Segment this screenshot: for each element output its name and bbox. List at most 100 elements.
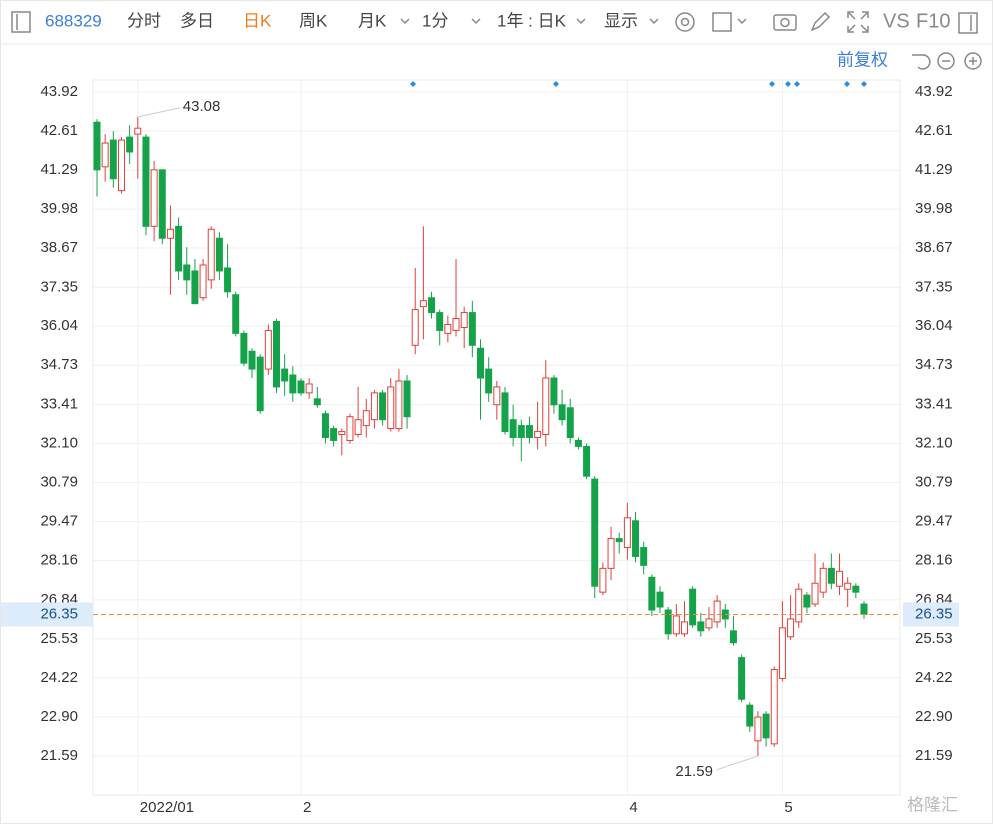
adjust-select[interactable]: 前复权 [837,50,888,69]
last-price-label-right: 26.35 [915,605,953,622]
candle-body [697,621,705,632]
y-tick-label-right: 21.59 [915,747,953,764]
chevron [576,18,586,25]
candle-body [191,270,199,305]
tab[interactable]: 多日 [180,11,214,30]
x-tick-label: 2022/01 [140,799,194,816]
candle-body [256,356,264,412]
candle-body [795,588,803,623]
zoom-in[interactable] [964,52,982,70]
candle-body [860,603,868,615]
candle-body [566,407,574,438]
candle-body [305,383,313,394]
chevron [737,18,747,25]
event-marker[interactable] [785,81,791,87]
candle-body [615,538,623,543]
zoom-in-sign [969,57,977,65]
candle-body [680,621,688,635]
candle-body [811,582,819,605]
candle-body [607,538,615,569]
event-marker[interactable] [410,81,416,87]
y-tick-label: 32.10 [40,434,78,451]
y-tick-label: 39.98 [40,200,78,217]
candle-body [395,380,403,430]
candle-body [117,139,125,192]
candle-body [754,716,762,742]
candle-body [599,567,607,593]
candle-body [656,591,664,608]
tab-active[interactable]: 日K [243,11,272,30]
event-marker[interactable] [844,81,850,87]
candle-body [770,668,778,745]
candle-body [803,594,811,608]
event-marker[interactable] [769,81,775,87]
settings-icon-core [680,17,690,27]
candle-body [362,410,370,427]
y-tick-label-right: 30.79 [915,473,953,490]
event-marker[interactable] [794,81,800,87]
candle-body [273,321,281,388]
candle-body [501,392,509,433]
candle-body [379,392,387,421]
candle-body [338,431,346,436]
candle-body [346,416,354,441]
watermark: 格隆汇 [907,795,958,814]
candle-body [738,657,746,700]
candle-body [852,585,860,593]
stock-code[interactable]: 688329 [45,11,102,30]
zoom-out[interactable] [937,52,955,70]
candle-body [517,425,525,438]
camera-lens [780,17,790,28]
candle-body [583,445,591,477]
x-tick-label: 4 [629,799,637,816]
period-select[interactable]: 1分 [422,11,448,30]
checkbox[interactable] [712,12,732,32]
range-select[interactable]: 1年 : 日K [497,11,567,30]
candle-body [297,380,305,394]
candle-body [444,323,452,334]
panel-toggle[interactable] [958,12,978,34]
sidebar-toggle[interactable] [11,11,31,33]
candle-body [509,419,517,439]
candle-body [648,576,656,611]
chevron [400,18,410,25]
candle-body [436,312,444,331]
event-marker[interactable] [861,81,867,87]
settings-icon[interactable] [675,12,695,32]
fullscreen-icon[interactable] [847,11,869,33]
x-tick-label: 2 [303,799,311,816]
tab[interactable]: 分时 [127,11,161,30]
annotation-label: 21.59 [675,763,713,780]
candle-body [762,713,770,739]
camera-icon[interactable] [773,14,797,31]
candle-body [591,478,599,587]
candle-body [689,588,697,626]
candle-body [713,600,721,623]
event-marker[interactable] [553,81,559,87]
candle-body [640,547,648,566]
y-tick-label: 33.41 [40,395,78,412]
tab[interactable]: 月K [358,11,387,30]
candle-body [534,431,542,438]
y-tick-label-right: 29.47 [915,513,953,530]
y-tick-label-right: 42.61 [915,122,953,139]
tab[interactable]: 周K [299,11,328,30]
candle-body [574,439,582,447]
chevron [471,18,481,25]
candle-body [142,136,150,227]
pencil-icon[interactable] [810,11,831,32]
y-tick-label-right: 39.98 [915,200,953,217]
candle-body [207,228,215,281]
f10-button[interactable]: F10 [916,10,950,32]
vs-button[interactable]: VS [883,10,910,32]
x-tick-label: 5 [784,799,792,816]
event-markers [410,81,867,87]
display-select[interactable]: 显示 [604,11,638,30]
candle-body [827,567,835,584]
candle-body [126,136,134,153]
candle-body [729,630,737,644]
y-tick-label-right: 24.22 [915,669,953,686]
annotation-label: 43.08 [183,98,221,115]
reset-icon[interactable] [912,54,931,70]
grid [93,80,900,795]
